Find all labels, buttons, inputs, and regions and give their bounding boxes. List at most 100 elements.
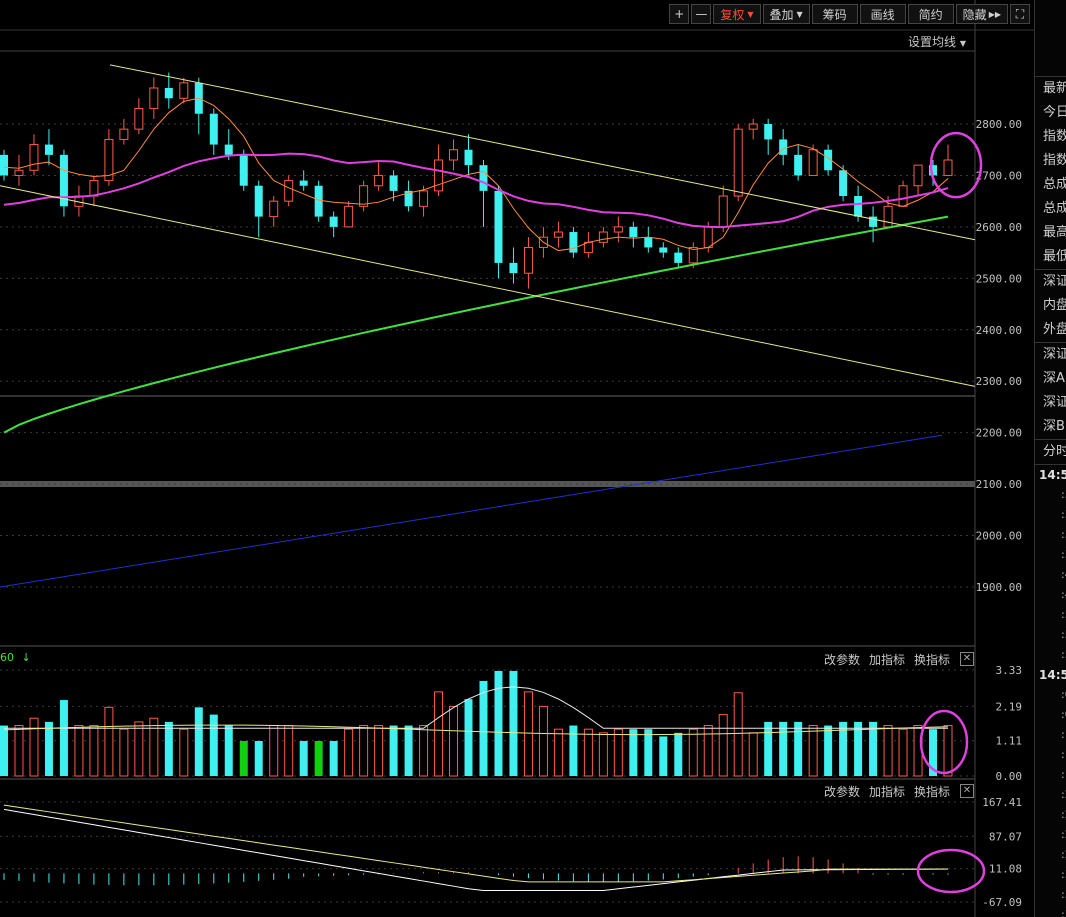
candle-body xyxy=(224,144,233,155)
add-indicator-link[interactable]: 加指标 xyxy=(869,653,906,667)
candle-body xyxy=(269,200,279,218)
volume-bar xyxy=(419,725,429,777)
volume-bar xyxy=(644,729,653,776)
candle-body xyxy=(523,246,533,274)
volume-bar xyxy=(808,725,818,777)
candle-body xyxy=(718,195,728,228)
ma20-line xyxy=(3,152,949,229)
quote-label: 深证 xyxy=(1043,347,1066,362)
volume-bar xyxy=(29,717,39,777)
tick-list-1: :3:3:3:3:4:4:5:5:5 xyxy=(1035,485,1066,665)
volume-bar xyxy=(674,732,683,776)
candle-body xyxy=(209,113,218,145)
volume-bar xyxy=(764,721,773,776)
ma60-line xyxy=(3,215,949,434)
volume-bar xyxy=(74,725,84,777)
y-tick-label: 0.00 xyxy=(996,770,1023,783)
quote-label: 指数 xyxy=(1043,129,1066,144)
volume-ma-line xyxy=(3,724,949,736)
candle-body xyxy=(659,247,668,253)
volume-bar xyxy=(329,740,338,776)
close-icon[interactable]: ✕ xyxy=(960,652,974,666)
volume-bar xyxy=(44,721,53,776)
simple-mode-button[interactable]: 简约 xyxy=(907,4,954,24)
switch-indicator-link[interactable]: 换指标 xyxy=(914,653,951,667)
volume-bar xyxy=(179,728,189,777)
volume-bar xyxy=(613,728,623,777)
tick-value: :0 xyxy=(1061,708,1066,721)
candle-body xyxy=(104,138,114,182)
tick-time: 14:5 xyxy=(1039,468,1066,482)
zoom-in-button[interactable]: + xyxy=(669,4,690,24)
ma-settings-link[interactable]: 设置均线 ▼ xyxy=(908,33,966,50)
candle-body xyxy=(629,226,638,238)
candle-body xyxy=(674,252,683,263)
chip-button[interactable]: 筹码 xyxy=(811,4,858,24)
y-tick-label: -67.09 xyxy=(982,896,1022,909)
candle-body xyxy=(794,154,803,176)
tick-value: :5 xyxy=(1061,648,1066,661)
y-tick-label: 11.08 xyxy=(989,863,1022,876)
volume-bar xyxy=(494,670,503,776)
volume-bar xyxy=(523,691,533,777)
volume-bar xyxy=(629,729,638,776)
quote-label: 内盘 xyxy=(1043,298,1066,313)
quote-label: 总成 xyxy=(1043,201,1066,216)
candle-body xyxy=(14,169,24,176)
volume-bar xyxy=(479,680,488,776)
switch-indicator-link[interactable]: 换指标 xyxy=(914,785,951,799)
volume-bar xyxy=(464,699,473,776)
zoom-out-button[interactable]: — xyxy=(691,4,712,24)
candle-body xyxy=(779,139,788,155)
tick-value: :2 xyxy=(1061,828,1066,841)
candle-body xyxy=(839,170,848,197)
volume-bar xyxy=(883,725,893,777)
add-indicator-link[interactable]: 加指标 xyxy=(869,785,906,799)
fullscreen-icon[interactable]: ⛶ xyxy=(1010,4,1030,24)
candle-body xyxy=(898,185,908,207)
candle-body xyxy=(254,185,263,217)
volume-bar xyxy=(224,725,233,776)
candle-body xyxy=(733,128,743,197)
candle-body xyxy=(119,128,129,140)
volume-bar xyxy=(869,721,878,776)
tick-value: :4 xyxy=(1061,588,1066,601)
chart-toolbar: + — 复权 ▼ 叠加 ▼ 筹码 画线 简约 隐藏 ▶▶ ⛶ xyxy=(669,4,1030,26)
tick-value: :2 xyxy=(1061,808,1066,821)
close-icon[interactable]: ✕ xyxy=(960,784,974,798)
fuquan-dropdown[interactable]: 复权 ▼ xyxy=(713,4,761,24)
candle-body xyxy=(449,149,459,161)
change-params-link[interactable]: 改参数 xyxy=(824,653,861,667)
candle-body xyxy=(883,205,893,228)
volume-bar xyxy=(284,725,294,777)
change-params-link[interactable]: 改参数 xyxy=(824,785,861,799)
candle-body xyxy=(329,216,338,227)
candle-body xyxy=(929,165,938,176)
candle-body xyxy=(314,185,323,217)
candle-body xyxy=(0,154,8,176)
volume-bar xyxy=(748,732,758,777)
volume-bar xyxy=(374,725,384,777)
candle-body xyxy=(943,159,953,176)
side-panel-header xyxy=(1035,0,1066,77)
candle-body xyxy=(299,180,308,186)
volume-bar xyxy=(164,721,173,776)
y-tick-label: 167.41 xyxy=(982,796,1022,809)
volume-bar xyxy=(898,728,908,777)
candle-body xyxy=(913,164,923,187)
volume-bar xyxy=(404,725,413,776)
kline-chart[interactable]: 2800.00 2700.00 2600.00 2500.00 2400.00 2300.… xyxy=(0,0,1034,917)
ma-settings-label: 设置均线 xyxy=(908,35,957,49)
y-tick-label: 2000.00 xyxy=(976,530,1022,543)
quote-list-2: 深证内盘外盘 xyxy=(1035,270,1066,342)
candle-body xyxy=(374,174,384,187)
annotation-circle xyxy=(929,131,983,199)
candle-body xyxy=(359,185,369,207)
dropdown-arrow-icon: ▼ xyxy=(747,9,754,19)
hide-button[interactable]: 隐藏 ▶▶ xyxy=(955,4,1008,24)
volume-bar xyxy=(509,670,518,776)
draw-line-button[interactable]: 画线 xyxy=(859,4,906,24)
tab-fenshi[interactable]: 分时 xyxy=(1043,444,1066,459)
volume-bar xyxy=(718,714,728,777)
overlay-dropdown[interactable]: 叠加 ▼ xyxy=(762,4,810,24)
